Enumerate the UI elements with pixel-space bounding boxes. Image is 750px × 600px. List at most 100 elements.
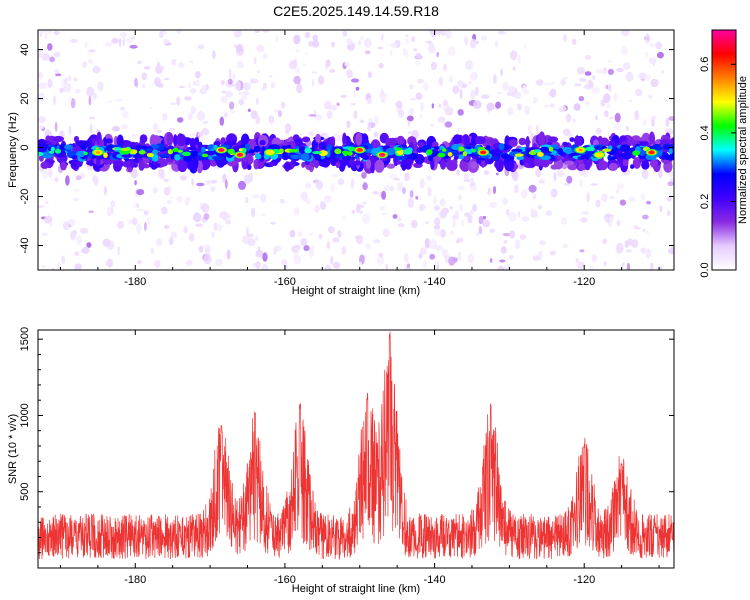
spectrogram-speckle [573,83,582,87]
spectrogram-band-cell [534,157,546,167]
spectrogram-speckle [638,72,647,80]
snr-frame [37,329,675,569]
spectrogram-speckle [450,230,454,236]
spectrogram-speckle [364,50,371,55]
spectrogram-speckle [154,259,161,269]
spectrogram-band-cell [268,161,274,167]
spectrogram-speckle [189,60,194,64]
spectrogram-speckle [390,49,393,56]
spectrogram-speckle [641,169,649,180]
spectrogram-band-cell [386,163,396,169]
spectrogram-speckle [384,184,390,192]
spectrogram-speckle [291,245,300,253]
spectrogram-speckle [115,98,123,103]
spectrogram-speckle [86,242,92,248]
spectrogram-speckle [452,85,460,95]
spectrogram-speckle [397,223,405,228]
spectrogram-speckle [644,33,651,44]
spectrogram-speckle [41,265,46,268]
spectrogram-speckle [668,170,674,178]
spectrogram-speckle [331,173,339,178]
spectrogram-speckle [514,239,521,250]
spectrogram-band-peak [514,153,524,157]
spectrogram-speckle [609,116,614,120]
spectrogram-speckle [366,98,372,105]
spectrogram-speckle [634,110,639,121]
spectrogram-speckle [430,123,434,127]
spectrogram-speckle [54,121,58,132]
spectrogram-band-cell [650,159,658,168]
spectrogram-speckle [143,210,149,216]
spectrogram-speckle [330,183,335,193]
spectrogram-speckle [39,30,43,38]
spectrogram-speckle [197,131,204,137]
spectrogram-band-peak [458,146,465,152]
spectrogram-speckle [538,179,546,184]
spectrogram-band-peak [334,148,342,155]
spectrogram-band-cell [451,159,458,164]
spectrogram-band-cell [538,131,546,146]
spectrogram-speckle [521,189,528,199]
spectrogram-speckle [196,110,206,121]
spectrogram-band-cell [548,136,558,143]
spectrogram-speckle [295,48,300,53]
spectrogram-speckle [360,210,363,215]
spectrogram-speckle [49,56,55,63]
spectrogram-speckle [178,85,186,89]
spectrogram-speckle [419,247,428,256]
spectrogram-speckle [600,99,606,107]
spectrogram-speckle [621,45,628,56]
spectrogram-speckle [605,84,609,90]
spectrogram-band-cell [60,161,67,171]
spectrogram-speckle [44,200,49,205]
spectrogram-speckle [312,34,319,41]
spectrogram-speckle [667,181,674,187]
spectrogram-speckle [625,125,630,132]
spectrogram-speckle [396,181,404,192]
spectrogram-band-cell [632,157,642,169]
spectrogram-speckle [464,36,469,46]
spectrogram-speckle [415,52,422,59]
spectrogram-speckle [48,167,53,178]
spectrogram-speckle [131,133,138,139]
spectrogram-speckle [433,195,437,206]
spectrogram-speckle [250,78,259,84]
spectrogram-speckle [550,188,558,198]
spectrogram-speckle [195,79,200,87]
spectrogram-speckle [107,100,112,103]
spectrogram-speckle [38,92,45,103]
spectrogram-speckle [38,49,44,59]
colorbar-tick-label: 0.6 [699,57,711,72]
spectrogram-speckle [409,84,414,90]
spectrogram-speckle [247,233,254,238]
spectrogram-speckle [640,193,646,201]
spectrogram-speckle [578,96,585,102]
spectrogram-speckle [273,109,280,112]
spectrogram-band-cell [474,136,486,145]
spectrogram-speckle [476,232,480,237]
spectrogram-speckle [350,103,357,106]
spectrogram-speckle [202,244,211,249]
spectrogram-speckle [368,118,374,123]
spectrogram-speckle [456,169,460,176]
spectrogram-speckle [508,211,517,222]
spectrogram-band-cell [177,159,188,173]
spectrogram-speckle [121,110,129,119]
spectrogram-x-tick-label: -180 [124,276,146,288]
spectrogram-speckle [615,242,624,254]
spectrogram-band-peak [38,151,44,157]
spectrogram-band-core [416,147,424,153]
spectrogram-speckle [200,205,205,210]
spectrogram-speckle [645,248,652,259]
spectrogram-speckle [463,173,469,180]
spectrogram-speckle [428,42,435,51]
spectrogram-speckle [463,179,471,183]
spectrogram-speckle [410,219,418,229]
spectrogram-speckle [68,218,76,227]
spectrogram-speckle [379,91,387,100]
spectrogram-speckle [117,246,121,255]
spectrogram-speckle [49,222,53,227]
spectrogram-speckle [152,122,158,131]
spectrogram-band-cell [598,160,608,171]
